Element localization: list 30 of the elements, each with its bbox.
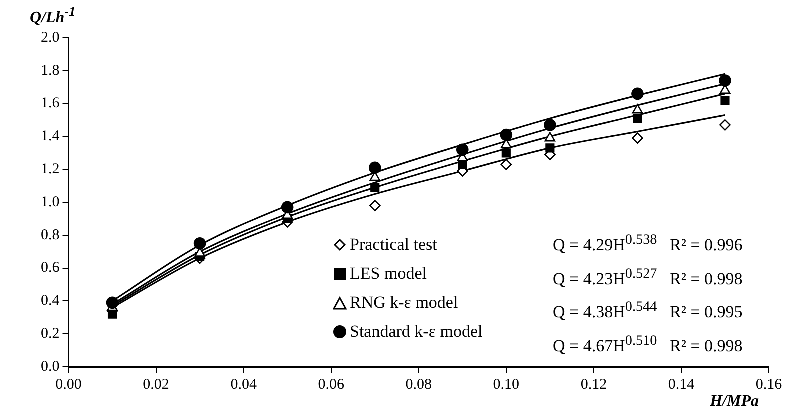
y-axis-title: Q/Lh$^{-1}$ (30, 4, 76, 28)
x-tick-label: 0.10 (493, 376, 520, 393)
x-tick-label: 0.02 (143, 376, 170, 393)
y-tick-label: 0.0 (41, 358, 60, 375)
x-axis-title: H/MPa (710, 393, 759, 411)
y-tick-label: 1.0 (41, 194, 60, 210)
x-tick-label: 0.14 (668, 376, 696, 393)
x-tick-label: 0.12 (580, 376, 608, 393)
legend-label: LES model (350, 263, 427, 285)
y-tick-label: 1.4 (41, 128, 60, 145)
legend-label: RNG k-ε model (350, 292, 458, 314)
y-tick-label: 1.2 (41, 162, 60, 178)
y-tick-label: 2.0 (41, 30, 60, 46)
x-tick-label: 0.06 (318, 376, 345, 393)
y-tick-label: 0.8 (41, 227, 60, 244)
y-tick-label: 0.4 (41, 293, 60, 310)
y-tick-label: 0.6 (41, 260, 60, 276)
y-tick-label: 1.6 (41, 96, 60, 112)
annotation: Q = 4.38H$^{0.544}$ R² = 0.995 (553, 298, 743, 324)
legend-label: Practical test (350, 234, 438, 256)
annotation: Q = 4.29H$^{0.538}$ R² = 0.996 (553, 231, 743, 257)
x-tick-label: 0.08 (406, 376, 432, 393)
legend-label: Standard k-ε model (350, 321, 483, 343)
x-tick-label: 0.16 (756, 376, 783, 393)
x-tick-label: 0.04 (230, 376, 258, 393)
annotation: Q = 4.23H$^{0.527}$ R² = 0.998 (553, 264, 743, 290)
x-tick-label: 0.00 (56, 376, 82, 393)
y-tick-label: 0.2 (41, 326, 60, 342)
y-tick-label: 1.8 (41, 62, 60, 79)
annotation: Q = 4.67H$^{0.510}$ R² = 0.998 (553, 332, 743, 358)
